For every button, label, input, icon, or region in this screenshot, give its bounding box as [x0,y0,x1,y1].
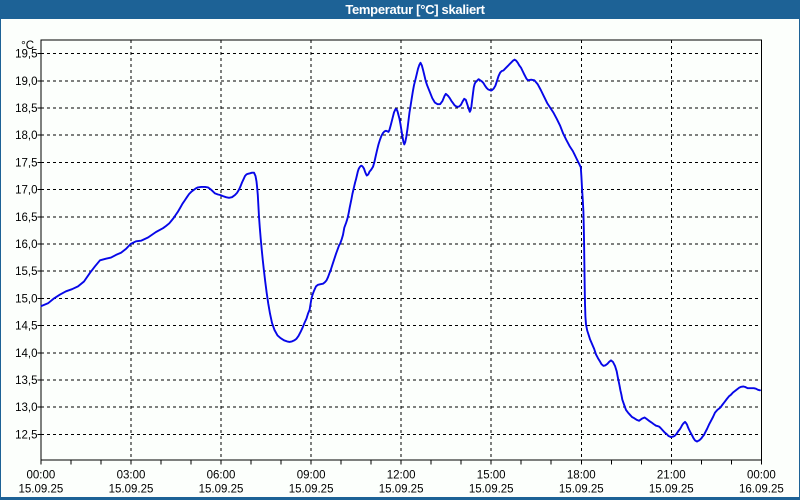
svg-text:18,5: 18,5 [15,103,37,115]
svg-text:12:00: 12:00 [387,470,416,482]
svg-text:03:00: 03:00 [117,470,146,482]
svg-text:18:00: 18:00 [567,470,596,482]
svg-text:14,5: 14,5 [15,321,37,333]
svg-text:16,5: 16,5 [15,212,37,224]
svg-text:16,0: 16,0 [15,239,37,251]
svg-text:15.09.25: 15.09.25 [289,484,334,496]
svg-text:13,0: 13,0 [15,402,37,414]
svg-text:°C: °C [21,40,34,52]
svg-text:17,5: 17,5 [15,157,37,169]
svg-text:14,0: 14,0 [15,348,37,360]
svg-text:09:00: 09:00 [297,470,326,482]
svg-text:15.09.25: 15.09.25 [199,484,244,496]
svg-text:16.09.25: 16.09.25 [739,484,784,496]
svg-text:15.09.25: 15.09.25 [109,484,154,496]
svg-text:18,0: 18,0 [15,130,37,142]
svg-text:19,5: 19,5 [15,49,37,61]
svg-text:12,5: 12,5 [15,429,37,441]
svg-text:17,0: 17,0 [15,185,37,197]
svg-text:15.09.25: 15.09.25 [379,484,424,496]
svg-text:06:00: 06:00 [207,470,236,482]
svg-text:21:00: 21:00 [657,470,686,482]
svg-text:15:00: 15:00 [477,470,506,482]
svg-text:15,0: 15,0 [15,293,37,305]
svg-text:15,5: 15,5 [15,266,37,278]
svg-text:15.09.25: 15.09.25 [559,484,604,496]
svg-text:13,5: 13,5 [15,375,37,387]
svg-text:00:00: 00:00 [747,470,776,482]
svg-text:15.09.25: 15.09.25 [649,484,694,496]
svg-text:15.09.25: 15.09.25 [469,484,514,496]
svg-text:19,0: 19,0 [15,76,37,88]
svg-text:00:00: 00:00 [27,470,56,482]
svg-text:15.09.25: 15.09.25 [19,484,64,496]
